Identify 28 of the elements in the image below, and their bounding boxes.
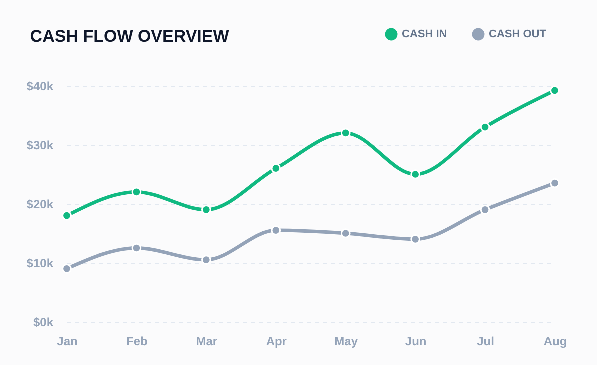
legend-label: CASH OUT: [489, 28, 547, 41]
x-tick-label: Jul: [477, 334, 494, 348]
x-tick-label: May: [334, 334, 358, 348]
point: [62, 210, 72, 221]
y-tick-label: $30k: [26, 138, 54, 152]
x-tick-label: Jun: [405, 334, 427, 348]
point: [201, 255, 212, 265]
point: [550, 178, 560, 188]
y-tick-label: $20k: [26, 198, 54, 212]
point: [340, 228, 351, 238]
point: [132, 243, 142, 254]
point: [271, 226, 282, 236]
legend-label: CASH IN: [402, 28, 448, 41]
y-tick-label: $0k: [33, 316, 54, 330]
x-tick-label: Jan: [57, 334, 78, 348]
chart-title: CASH FLOW OVERVIEW: [30, 27, 230, 46]
point: [480, 122, 490, 132]
point: [340, 128, 351, 138]
y-tick-label: $10k: [26, 256, 54, 270]
x-tick-label: Mar: [196, 334, 218, 348]
point: [550, 86, 560, 96]
point: [271, 164, 282, 174]
x-tick-label: Feb: [126, 334, 148, 348]
point: [132, 187, 142, 198]
point: [410, 170, 421, 180]
y-tick-label: $40k: [26, 80, 54, 94]
x-tick-label: Apr: [266, 334, 288, 348]
x-tick-label: Aug: [544, 334, 568, 348]
